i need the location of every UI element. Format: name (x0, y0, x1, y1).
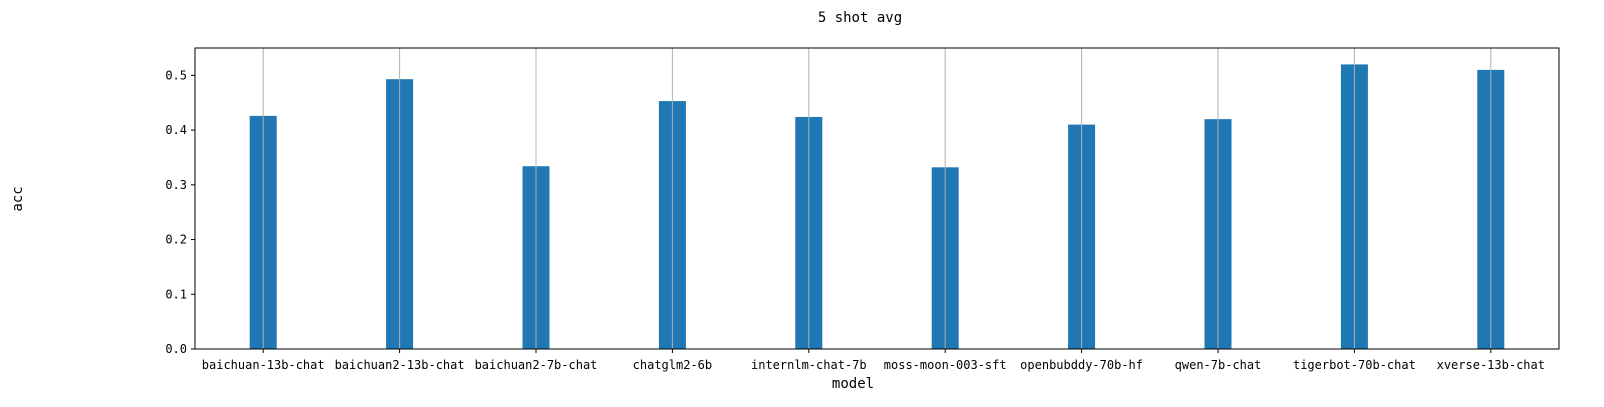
x-tick-label: internlm-chat-7b (751, 358, 867, 372)
x-tick-label: moss-moon-003-sft (884, 358, 1007, 372)
x-tick-label: chatglm2-6b (633, 358, 712, 372)
x-tick-label: xverse-13b-chat (1437, 358, 1545, 372)
plot-frame (194, 47, 1560, 350)
x-tick-label: baichuan2-13b-chat (335, 358, 465, 372)
x-tick-label: qwen-7b-chat (1175, 358, 1262, 372)
x-tick-label: openbubddy-70b-hf (1020, 358, 1143, 372)
x-tick-label: baichuan2-7b-chat (475, 358, 598, 372)
chart-title: 5 shot avg (818, 10, 902, 26)
y-tick-label: 0.3 (165, 178, 187, 192)
bars (249, 64, 1505, 350)
y-axis-title: acc (10, 186, 26, 211)
y-tick-label: 0.4 (165, 123, 187, 137)
y-ticks: 0.0 0.1 0.2 0.3 0.4 0.5 (165, 68, 195, 356)
axes (194, 47, 1560, 350)
x-tick-label: baichuan-13b-chat (202, 358, 325, 372)
y-tick-label: 0.2 (165, 233, 187, 247)
x-axis-title: model (832, 376, 874, 392)
x-tick-label: tigerbot-70b-chat (1293, 358, 1416, 372)
y-tick-label: 0.5 (165, 68, 187, 82)
y-tick-label: 0.1 (165, 287, 187, 301)
x-ticks: baichuan-13b-chat baichuan2-13b-chat baich… (202, 349, 1545, 372)
y-tick-label: 0.0 (165, 342, 187, 356)
vertical-grid-lines (262, 48, 1492, 349)
